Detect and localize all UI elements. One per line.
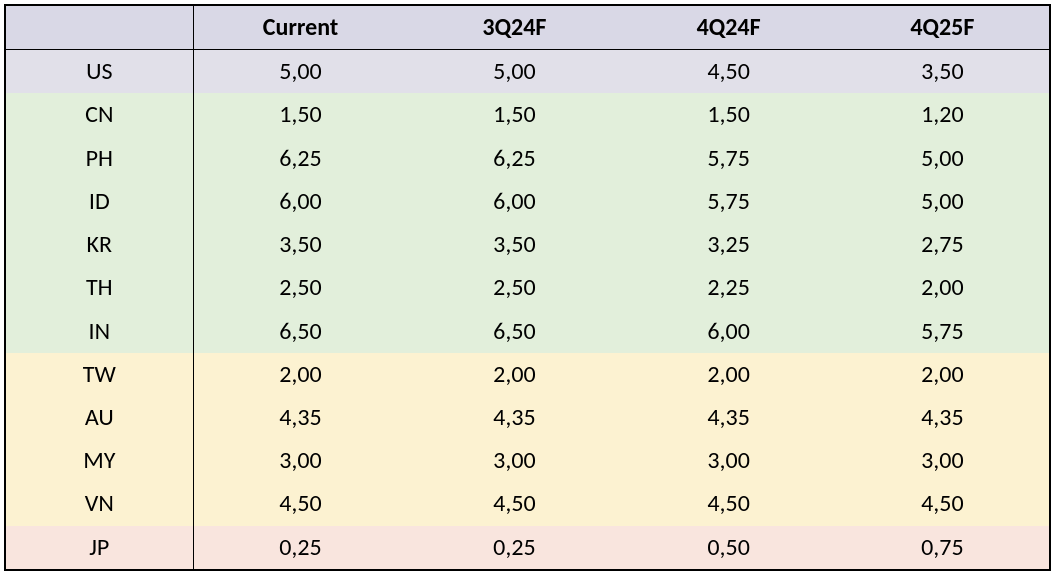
row-label: AU [5, 396, 193, 439]
cell-value: 4,50 [836, 482, 1050, 525]
row-label: PH [5, 136, 193, 179]
cell-value: 4,35 [622, 396, 836, 439]
cell-value: 2,00 [193, 353, 407, 396]
table-row: US5,005,004,503,50 [5, 50, 1050, 94]
cell-value: 2,00 [407, 353, 621, 396]
cell-value: 5,00 [193, 50, 407, 94]
table-row: TH2,502,502,252,00 [5, 266, 1050, 309]
cell-value: 4,35 [407, 396, 621, 439]
cell-value: 1,50 [193, 93, 407, 136]
table-row: CN1,501,501,501,20 [5, 93, 1050, 136]
col-header-3q24f: 3Q24F [407, 5, 621, 50]
row-label: US [5, 50, 193, 94]
cell-value: 4,35 [836, 396, 1050, 439]
cell-value: 3,50 [836, 50, 1050, 94]
cell-value: 3,00 [407, 439, 621, 482]
row-label: JP [5, 526, 193, 570]
cell-value: 0,75 [836, 526, 1050, 570]
cell-value: 6,50 [407, 309, 621, 352]
cell-value: 5,00 [836, 180, 1050, 223]
cell-value: 5,75 [622, 136, 836, 179]
cell-value: 2,50 [193, 266, 407, 309]
table-row: TW2,002,002,002,00 [5, 353, 1050, 396]
cell-value: 0,25 [407, 526, 621, 570]
cell-value: 0,25 [193, 526, 407, 570]
table-row: PH6,256,255,755,00 [5, 136, 1050, 179]
table-row: MY3,003,003,003,00 [5, 439, 1050, 482]
cell-value: 1,50 [622, 93, 836, 136]
cell-value: 6,00 [407, 180, 621, 223]
cell-value: 3,50 [407, 223, 621, 266]
cell-value: 2,25 [622, 266, 836, 309]
col-header-current: Current [193, 5, 407, 50]
cell-value: 1,20 [836, 93, 1050, 136]
cell-value: 3,50 [193, 223, 407, 266]
col-header-4q24f: 4Q24F [622, 5, 836, 50]
table-row: IN6,506,506,005,75 [5, 309, 1050, 352]
cell-value: 6,25 [407, 136, 621, 179]
cell-value: 4,50 [407, 482, 621, 525]
cell-value: 5,00 [836, 136, 1050, 179]
row-label: VN [5, 482, 193, 525]
cell-value: 4,50 [193, 482, 407, 525]
cell-value: 2,00 [622, 353, 836, 396]
col-header-blank [5, 5, 193, 50]
cell-value: 3,00 [622, 439, 836, 482]
row-label: ID [5, 180, 193, 223]
table-row: VN4,504,504,504,50 [5, 482, 1050, 525]
cell-value: 3,25 [622, 223, 836, 266]
row-label: IN [5, 309, 193, 352]
table-row: AU4,354,354,354,35 [5, 396, 1050, 439]
cell-value: 0,50 [622, 526, 836, 570]
row-label: MY [5, 439, 193, 482]
row-label: TW [5, 353, 193, 396]
cell-value: 4,50 [622, 50, 836, 94]
rates-forecast-table: Current 3Q24F 4Q24F 4Q25F US5,005,004,50… [4, 4, 1051, 571]
cell-value: 2,50 [407, 266, 621, 309]
cell-value: 6,00 [622, 309, 836, 352]
row-label: TH [5, 266, 193, 309]
table-body: US5,005,004,503,50CN1,501,501,501,20PH6,… [5, 50, 1050, 571]
table-row: KR3,503,503,252,75 [5, 223, 1050, 266]
row-label: KR [5, 223, 193, 266]
cell-value: 5,75 [622, 180, 836, 223]
cell-value: 5,00 [407, 50, 621, 94]
cell-value: 1,50 [407, 93, 621, 136]
cell-value: 3,00 [193, 439, 407, 482]
cell-value: 2,00 [836, 266, 1050, 309]
cell-value: 2,00 [836, 353, 1050, 396]
table-row: ID6,006,005,755,00 [5, 180, 1050, 223]
table-header-row: Current 3Q24F 4Q24F 4Q25F [5, 5, 1050, 50]
table-row: JP0,250,250,500,75 [5, 526, 1050, 570]
cell-value: 5,75 [836, 309, 1050, 352]
cell-value: 6,50 [193, 309, 407, 352]
row-label: CN [5, 93, 193, 136]
cell-value: 4,35 [193, 396, 407, 439]
cell-value: 3,00 [836, 439, 1050, 482]
cell-value: 2,75 [836, 223, 1050, 266]
cell-value: 6,00 [193, 180, 407, 223]
col-header-4q25f: 4Q25F [836, 5, 1050, 50]
cell-value: 6,25 [193, 136, 407, 179]
cell-value: 4,50 [622, 482, 836, 525]
